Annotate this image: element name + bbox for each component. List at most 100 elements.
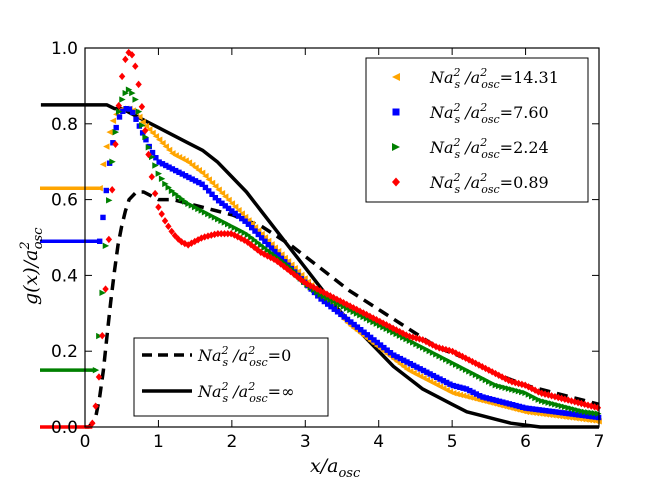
series-2-point [139,122,146,129]
series-0-point [198,169,206,176]
series-3-point [508,378,516,386]
series-2-point [357,311,364,319]
series-0-point [103,143,110,150]
series-0-point [106,128,113,136]
series-2-point [350,308,357,315]
series-2-point [545,399,552,406]
series-3-point [115,101,122,110]
series-2-point [251,236,258,244]
series-2-point [337,301,344,309]
series-3-point [158,210,165,218]
series-2-point [182,198,189,205]
series-2-point [215,215,222,223]
series-3-point [148,173,156,181]
series-3-point [221,230,228,238]
series-3-point [89,419,96,427]
reference-curve-zero [85,190,600,429]
series-3-point [525,383,532,391]
y-tick-label: 0.6 [51,191,78,211]
series-3-point [181,239,189,248]
series-0-point [142,122,150,130]
series-2-point [595,410,602,417]
series-3-point [568,397,575,405]
legend-marker-3 [392,177,400,187]
series-2-point [125,86,133,93]
series-2-point [258,241,265,249]
series-2-point [254,239,262,246]
series-2-point [446,358,453,365]
series-2-point [410,339,417,346]
series-2-point [486,378,493,385]
series-2-point [476,373,483,380]
series-2-point [509,386,516,393]
series-2-point [109,158,116,165]
series-2-point [426,347,433,355]
y-tick-label: 0.0 [51,418,78,438]
series-2-point [224,221,232,228]
series-3-point [548,392,555,400]
series-2-point [330,298,338,305]
svg-text:g(x)/a2osc: g(x)/a2osc [18,227,46,305]
series-3-point [99,331,106,340]
series-2-point [492,381,500,389]
series-2-point [261,244,268,251]
series-0-point [218,189,226,197]
legend-marker-1 [392,108,400,116]
series-2-point [469,369,476,377]
series-2-point [155,170,162,177]
series-2-point [201,209,209,216]
plot-curves [40,48,602,429]
series-2-point [376,322,384,329]
series-0-point [99,161,107,168]
legend-marker-0 [392,73,400,81]
series-3-point [95,373,103,381]
series-0-point [159,139,166,147]
series-2-point [502,384,509,391]
legend-label: Na2 s /a2 osc=0.89 [429,171,549,196]
series-2-point [340,303,348,310]
series-3-point [118,72,126,81]
series-2-point [178,195,186,203]
series-0-point [212,183,219,190]
series-0-point [136,113,143,121]
series-1-point [133,116,139,122]
series-2-point [373,320,381,327]
legend-label: Na2 s /a2 osc=7.60 [429,101,549,126]
series-2-point [403,335,410,343]
series-2-point [462,366,470,373]
series-3-point [138,103,146,111]
series-2-point [525,391,533,398]
series-0-point [400,363,407,370]
series-3-point [151,189,159,198]
series-2-point [436,352,443,360]
series-3-point [201,233,208,241]
series-3-point [545,391,552,399]
series-3-point [135,80,142,89]
series-2-point [198,207,205,214]
series-2-point [129,89,136,97]
series-3-point [132,62,139,70]
series-2-point [327,296,334,304]
legend-bottom-box [133,337,329,417]
series-2-point [419,344,427,351]
series-3-point [142,126,149,135]
series-2-point [106,197,113,204]
series-2-point [231,224,238,231]
series-3-point [112,140,119,148]
series-2-point [386,327,394,334]
series-2-point [211,214,219,221]
series-2-point [264,246,272,254]
series-2-point [320,293,328,300]
series-3-point [555,393,562,402]
series-2-point [393,330,400,338]
series-2-point [565,404,572,411]
series-2-point [191,203,199,211]
series-3-point [105,235,113,244]
series-3-point [591,403,598,411]
series-0-point [109,117,117,124]
series-3-point [244,238,251,246]
series-2-point [102,242,110,250]
series-2-point [267,249,275,256]
series-3-point [224,230,232,238]
